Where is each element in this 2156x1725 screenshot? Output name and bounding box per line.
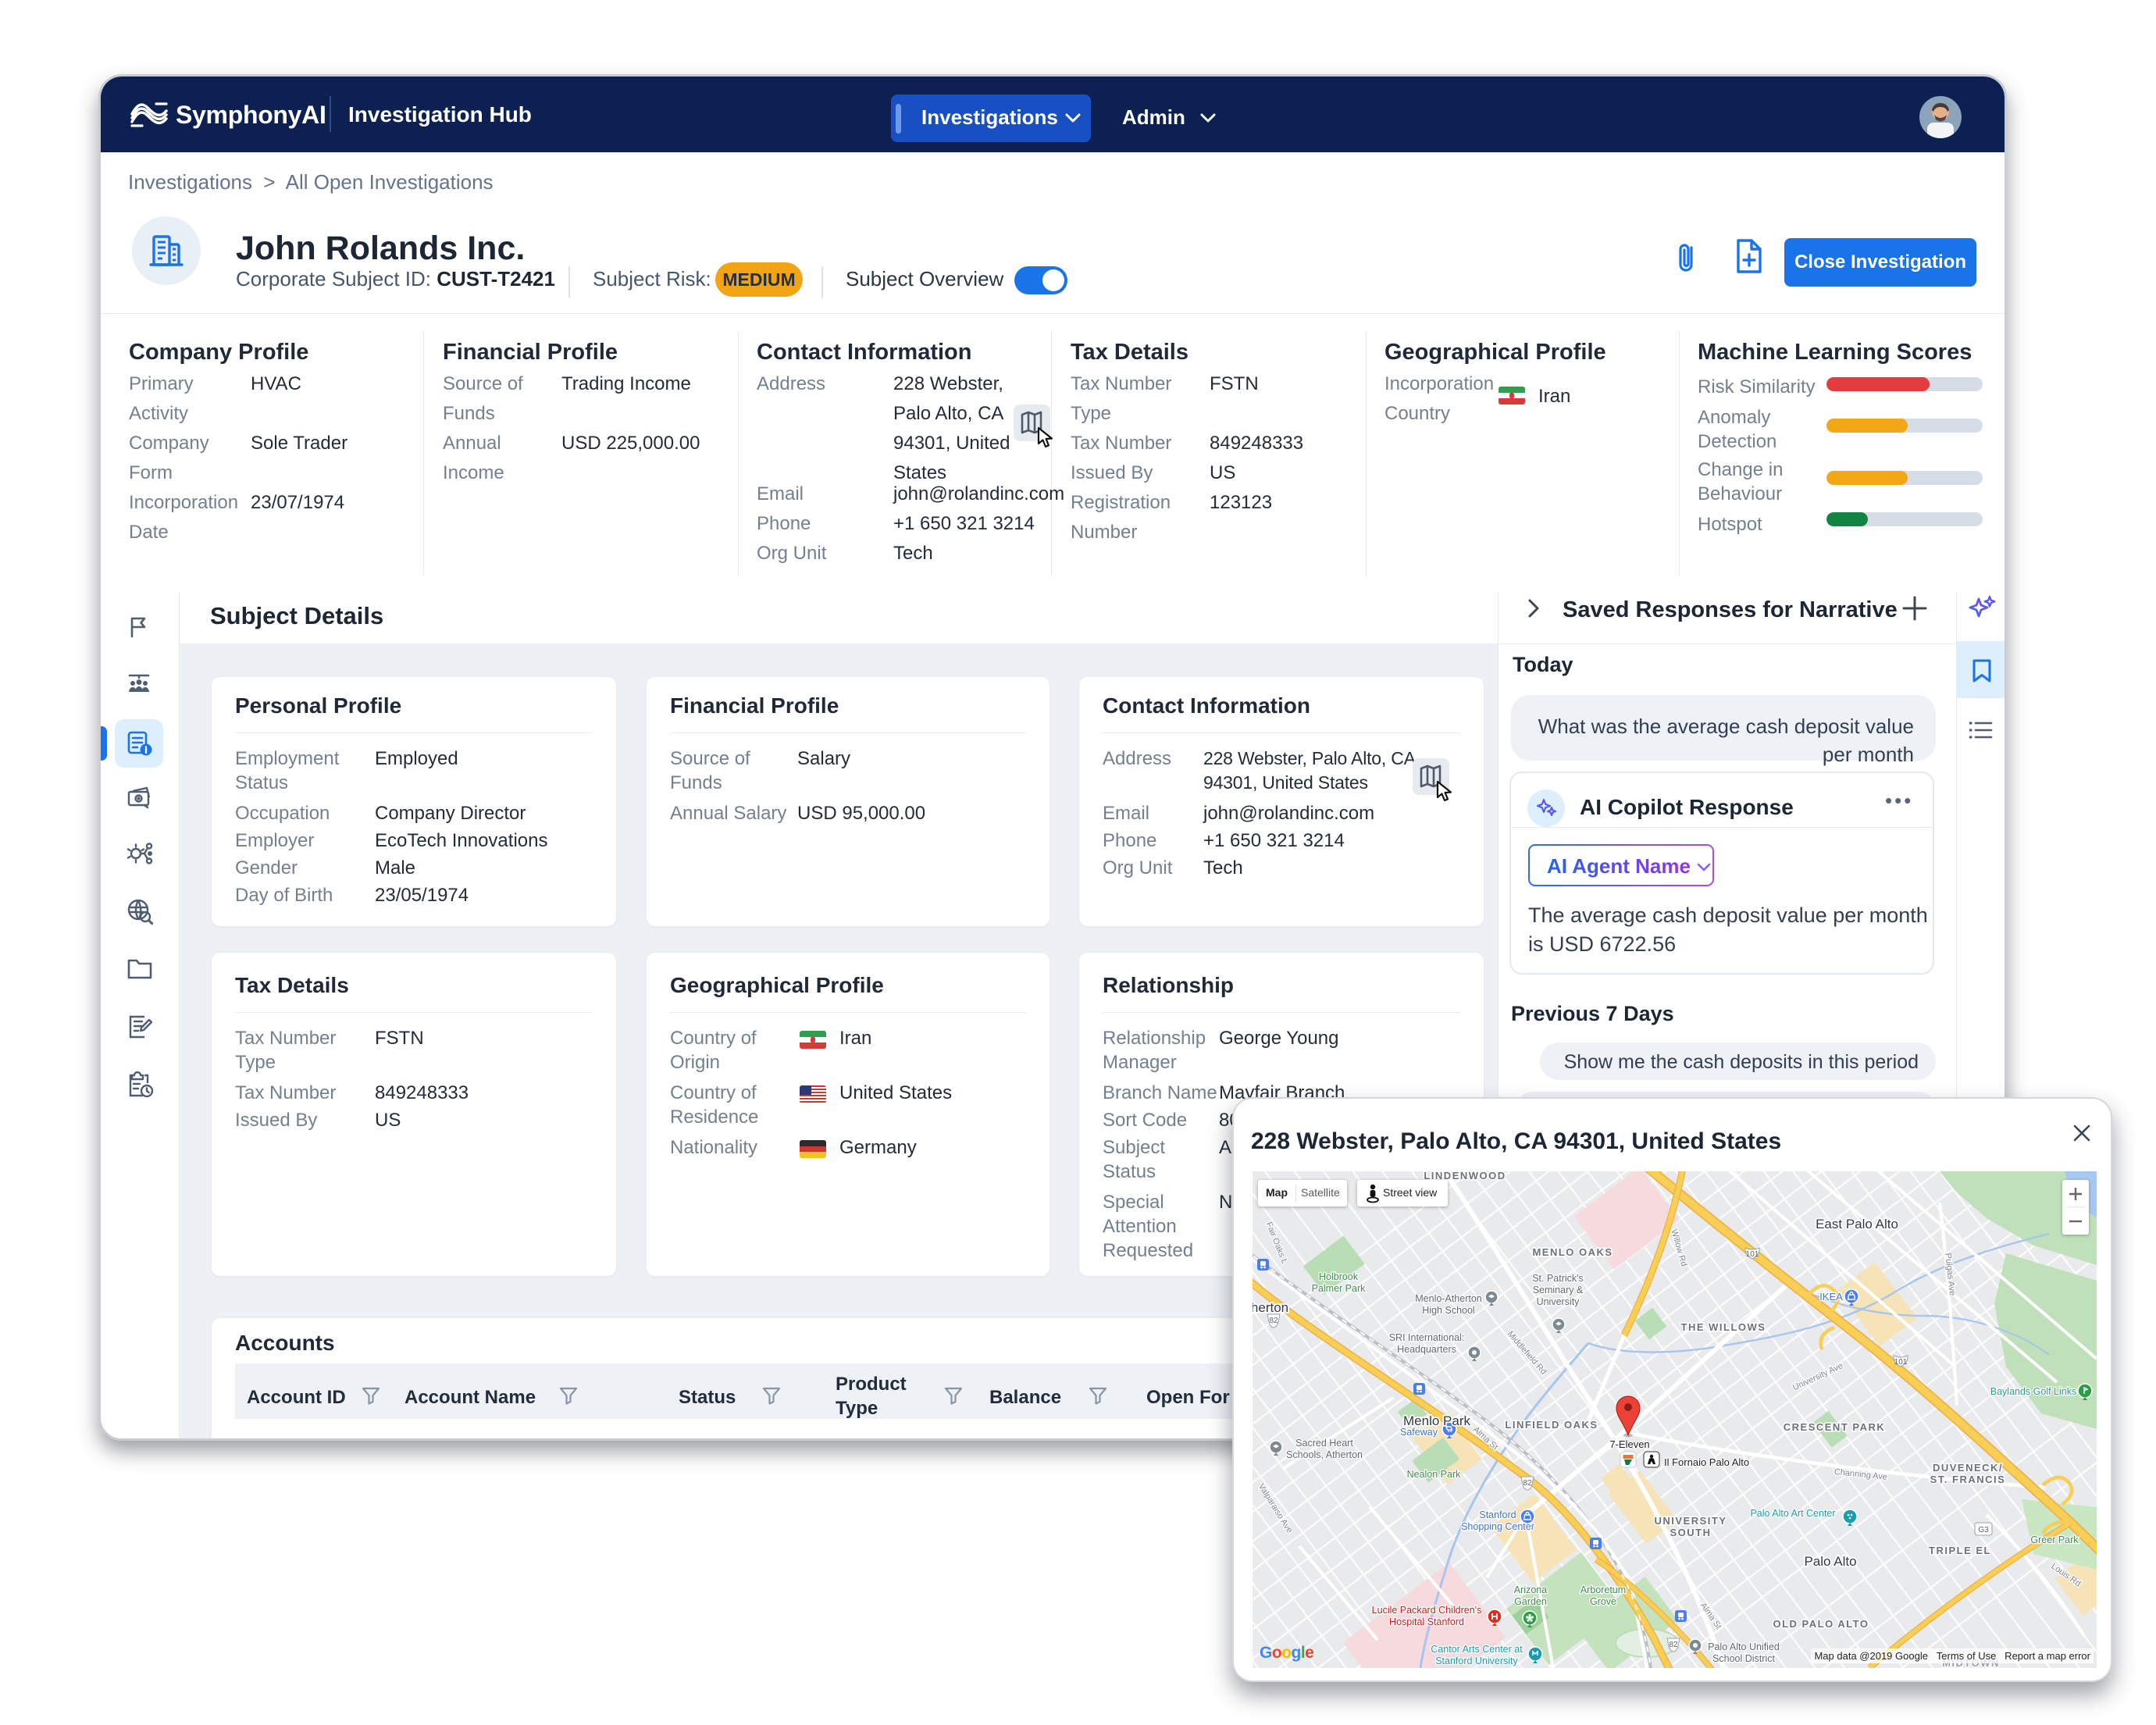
svg-text:Palmer Park: Palmer Park bbox=[1312, 1283, 1367, 1294]
svg-text:Menlo Park: Menlo Park bbox=[1403, 1413, 1470, 1428]
svg-text:Nealon Park: Nealon Park bbox=[1407, 1469, 1462, 1480]
svg-text:Baylands Golf Links: Baylands Golf Links bbox=[1990, 1386, 2076, 1397]
svg-text:101: 101 bbox=[1746, 1250, 1759, 1259]
svg-text:Palo Alto: Palo Alto bbox=[1804, 1554, 1856, 1569]
svg-text:101: 101 bbox=[1894, 1358, 1908, 1367]
svg-text:Holbrook: Holbrook bbox=[1319, 1271, 1359, 1282]
svg-text:Palo Alto Unified: Palo Alto Unified bbox=[1708, 1641, 1780, 1652]
svg-text:Arizona: Arizona bbox=[1514, 1584, 1547, 1595]
svg-text:Palo Alto Art Center: Palo Alto Art Center bbox=[1750, 1508, 1835, 1519]
svg-text:High School: High School bbox=[1422, 1305, 1474, 1316]
svg-text:ST. FRANCIS: ST. FRANCIS bbox=[1930, 1474, 2006, 1485]
svg-text:82: 82 bbox=[1523, 1479, 1532, 1488]
svg-text:Headquarters: Headquarters bbox=[1397, 1344, 1456, 1355]
svg-text:School District: School District bbox=[1712, 1653, 1775, 1664]
svg-text:IKEA: IKEA bbox=[1819, 1291, 1843, 1303]
svg-text:CRESCENT PARK: CRESCENT PARK bbox=[1784, 1421, 1886, 1433]
svg-text:Channing Ave: Channing Ave bbox=[1833, 1467, 1887, 1482]
svg-text:St. Patrick's: St. Patrick's bbox=[1532, 1273, 1584, 1284]
svg-text:OLD PALO ALTO: OLD PALO ALTO bbox=[1773, 1618, 1869, 1630]
svg-text:LINDENWOOD: LINDENWOOD bbox=[1424, 1171, 1506, 1181]
svg-text:SRI International:: SRI International: bbox=[1389, 1332, 1465, 1343]
svg-text:Hospital Stanford: Hospital Stanford bbox=[1389, 1616, 1464, 1627]
svg-text:Fair Oaks L: Fair Oaks L bbox=[1264, 1221, 1289, 1265]
svg-text:University Ave: University Ave bbox=[1791, 1361, 1844, 1392]
svg-text:82: 82 bbox=[1269, 1317, 1278, 1325]
svg-text:East Palo Alto: East Palo Alto bbox=[1816, 1217, 1898, 1231]
svg-text:Stanford: Stanford bbox=[1479, 1509, 1516, 1520]
svg-text:Grove: Grove bbox=[1590, 1596, 1616, 1607]
svg-text:Valparaiso Ave: Valparaiso Ave bbox=[1256, 1482, 1295, 1535]
svg-text:Arboretum: Arboretum bbox=[1580, 1584, 1626, 1595]
svg-text:TRIPLE EL: TRIPLE EL bbox=[1929, 1545, 1991, 1556]
svg-text:Stanford University: Stanford University bbox=[1435, 1656, 1518, 1666]
svg-text:DUVENECK/: DUVENECK/ bbox=[1933, 1462, 2003, 1474]
svg-text:Sacred Heart: Sacred Heart bbox=[1295, 1438, 1353, 1449]
svg-text:82: 82 bbox=[1669, 1641, 1678, 1649]
svg-text:Alma St: Alma St bbox=[1471, 1425, 1500, 1452]
svg-text:THE WILLOWS: THE WILLOWS bbox=[1681, 1321, 1766, 1333]
svg-text:Louis Rd: Louis Rd bbox=[2049, 1562, 2082, 1589]
svg-text:Pulgas Ave: Pulgas Ave bbox=[1943, 1253, 1957, 1296]
svg-text:Alma St: Alma St bbox=[1698, 1601, 1723, 1631]
svg-text:Middlefield Rd: Middlefield Rd bbox=[1506, 1329, 1548, 1376]
svg-text:Il Fornaio Palo Alto: Il Fornaio Palo Alto bbox=[1664, 1456, 1749, 1468]
svg-text:Menlo-Atherton: Menlo-Atherton bbox=[1415, 1293, 1482, 1304]
svg-text:Cantor Arts Center at: Cantor Arts Center at bbox=[1431, 1644, 1523, 1655]
svg-text:7-Eleven: 7-Eleven bbox=[1609, 1438, 1649, 1450]
svg-text:Willow Rd: Willow Rd bbox=[1669, 1228, 1688, 1267]
svg-text:UNIVERSITY: UNIVERSITY bbox=[1654, 1515, 1727, 1527]
svg-text:MENLO OAKS: MENLO OAKS bbox=[1532, 1246, 1613, 1258]
svg-text:Seminary &: Seminary & bbox=[1533, 1285, 1584, 1296]
svg-text:Garden: Garden bbox=[1514, 1596, 1547, 1607]
svg-text:Safeway: Safeway bbox=[1400, 1427, 1438, 1438]
svg-text:LINFIELD OAKS: LINFIELD OAKS bbox=[1505, 1419, 1598, 1431]
svg-text:G3: G3 bbox=[1978, 1526, 1989, 1534]
svg-text:University: University bbox=[1537, 1296, 1580, 1307]
svg-text:Greer Park: Greer Park bbox=[2030, 1534, 2079, 1545]
svg-text:Lucile Packard Children's: Lucile Packard Children's bbox=[1372, 1605, 1482, 1616]
svg-text:SOUTH: SOUTH bbox=[1670, 1527, 1712, 1538]
svg-text:Shopping Center: Shopping Center bbox=[1461, 1521, 1534, 1532]
svg-text:Schools, Atherton: Schools, Atherton bbox=[1286, 1449, 1363, 1460]
svg-text:herton: herton bbox=[1253, 1300, 1288, 1315]
